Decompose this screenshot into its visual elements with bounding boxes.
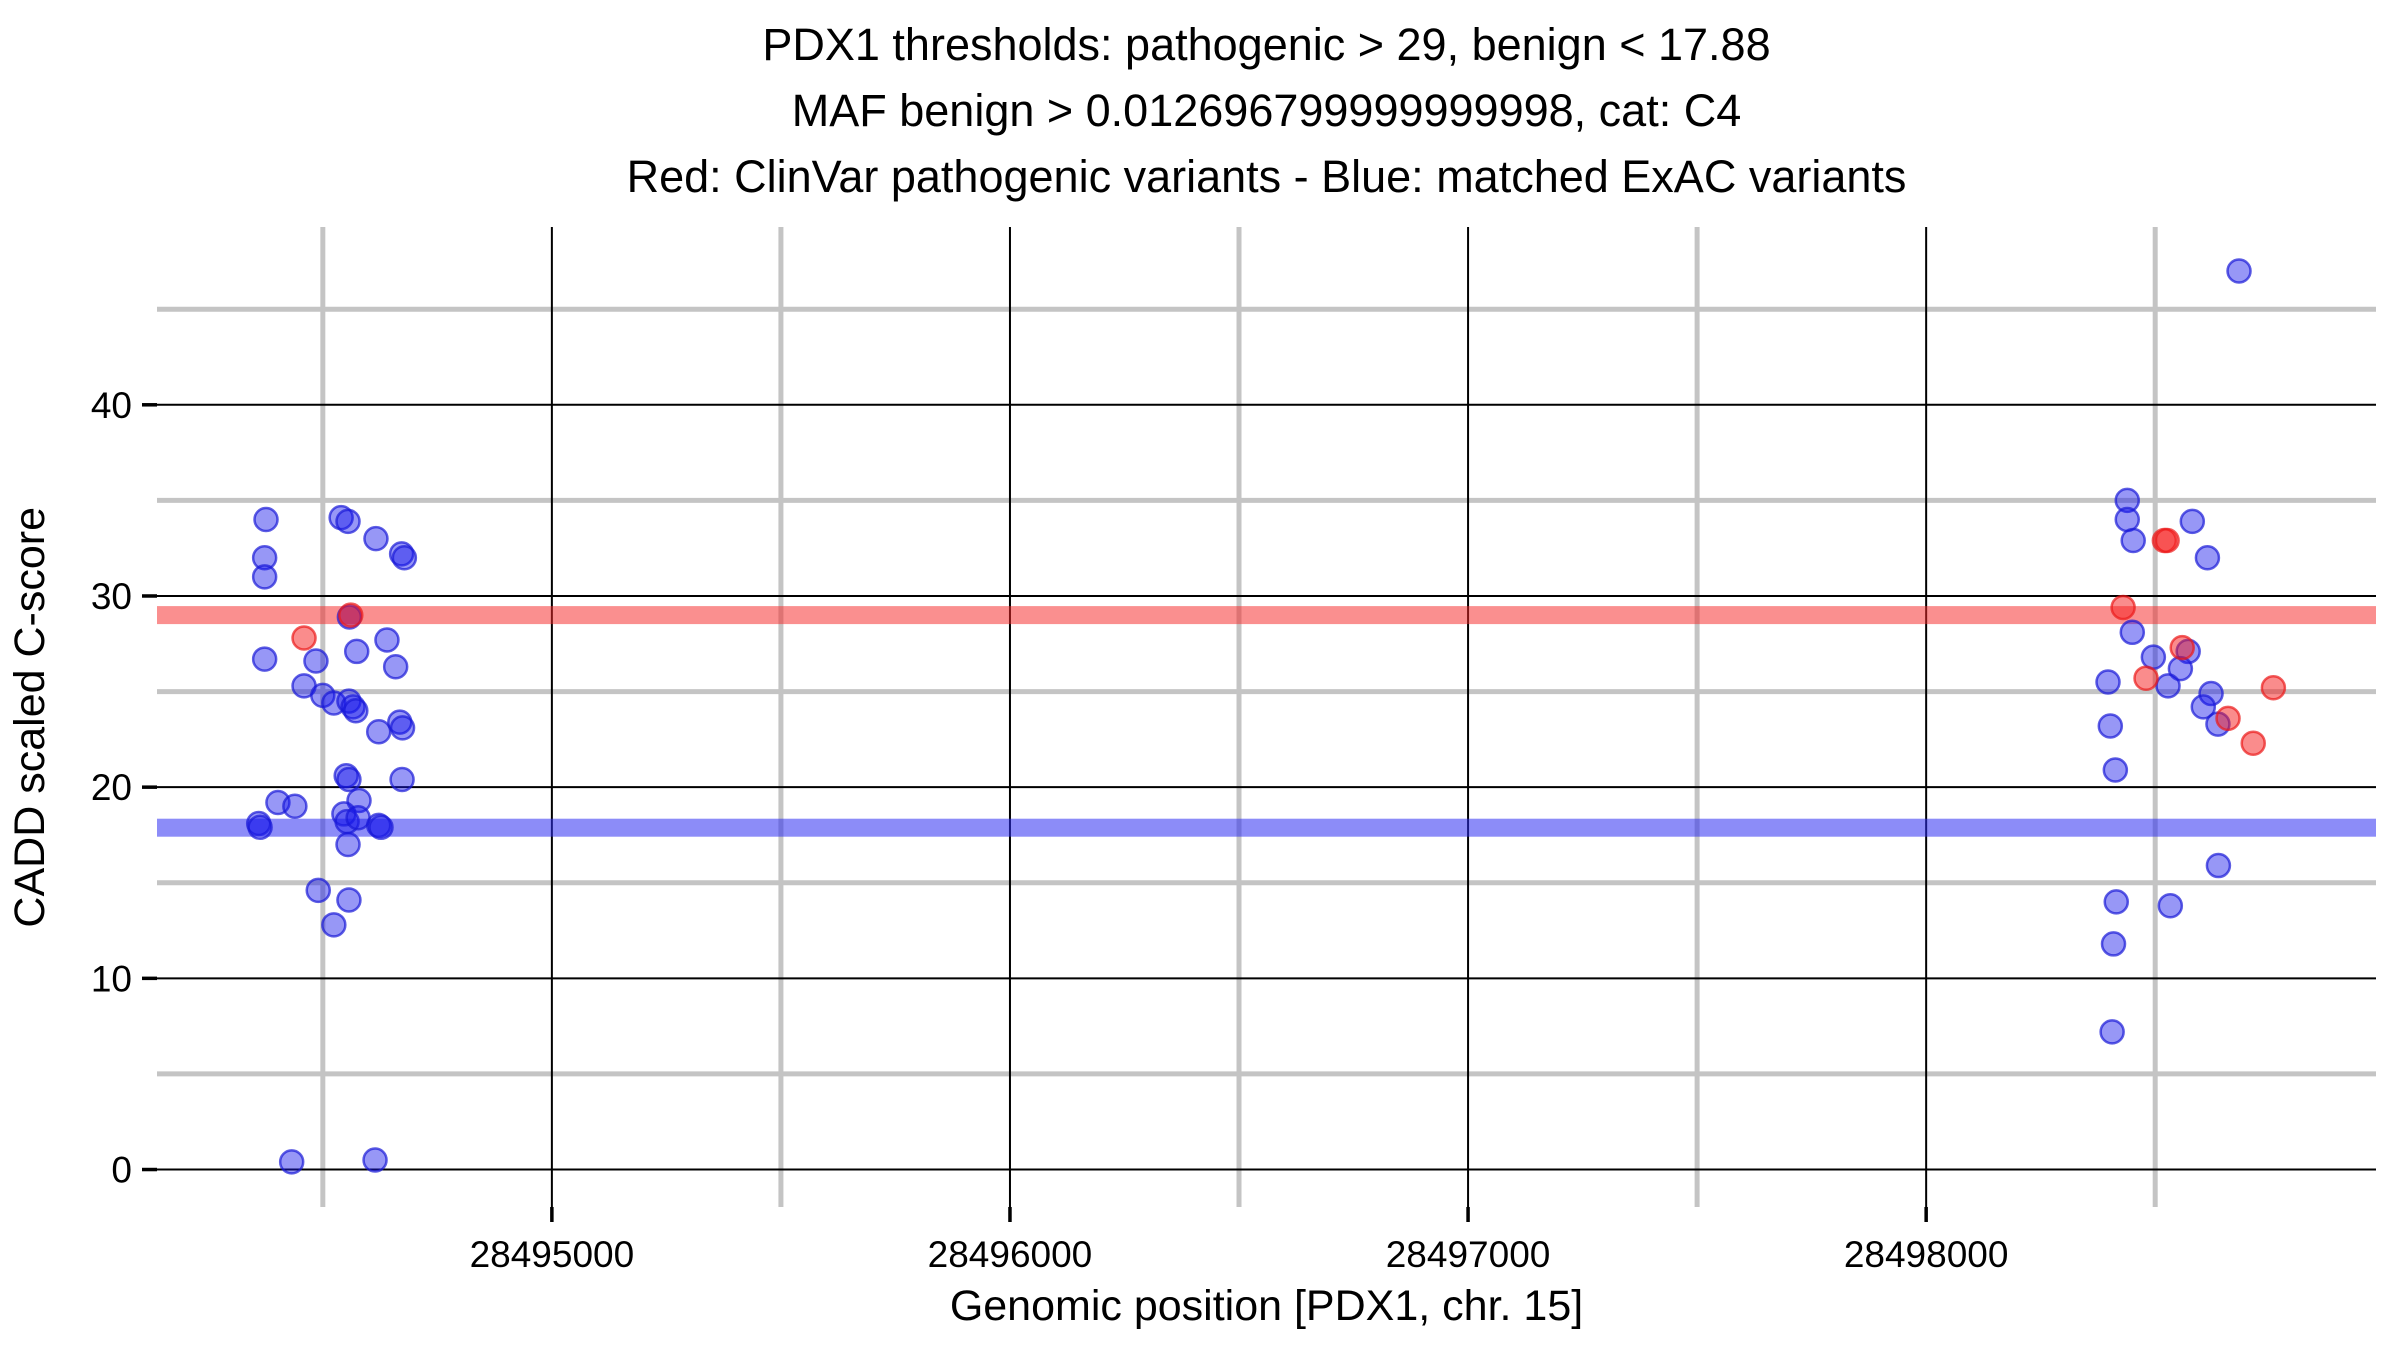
data-point	[291, 625, 317, 651]
data-point	[2240, 730, 2266, 756]
title-line-1: PDX1 thresholds: pathogenic > 29, benign…	[762, 19, 1771, 70]
data-point	[374, 627, 400, 653]
data-point	[2154, 527, 2180, 554]
data-point	[303, 648, 329, 674]
threshold-band-pathogenic	[157, 606, 2376, 625]
data-point	[333, 762, 359, 789]
data-point	[365, 718, 392, 745]
data-point	[2133, 665, 2159, 691]
data-point	[251, 544, 278, 571]
data-point	[388, 541, 415, 567]
data-point	[382, 653, 409, 680]
data-point	[2215, 705, 2241, 732]
data-point	[2140, 644, 2167, 670]
x-tick-label: 28495000	[470, 1234, 635, 1275]
data-point	[282, 793, 308, 820]
data-point	[2102, 757, 2129, 783]
data-point	[336, 887, 362, 913]
data-point	[362, 1147, 388, 1173]
data-point	[247, 814, 273, 841]
data-point	[336, 766, 362, 793]
x-axis-title: Genomic position [PDX1, chr. 15]	[949, 1282, 1584, 1330]
data-point	[2198, 680, 2224, 707]
title-line-3: Red: ClinVar pathogenic variants - Blue:…	[626, 151, 1907, 202]
chart-title: PDX1 thresholds: pathogenic > 29, benign…	[157, 12, 2376, 210]
data-point	[335, 508, 361, 535]
x-tick-label: 28498000	[1844, 1234, 2009, 1275]
data-point	[2103, 889, 2130, 915]
data-point	[343, 697, 369, 724]
data-point	[2110, 594, 2136, 621]
x-tick-label: 28496000	[928, 1234, 1093, 1275]
data-point	[338, 602, 364, 628]
data-point	[2120, 527, 2146, 554]
data-point	[278, 1149, 305, 1175]
data-point	[2097, 713, 2124, 739]
data-point	[2119, 619, 2146, 646]
y-tick-label: 20	[91, 767, 132, 808]
data-point	[2205, 852, 2232, 879]
data-point	[340, 694, 366, 720]
data-point	[2190, 694, 2217, 720]
y-tick-label: 0	[111, 1150, 132, 1191]
y-tick-label: 10	[91, 958, 132, 999]
data-point	[305, 877, 331, 904]
data-point	[363, 525, 389, 552]
data-point	[391, 544, 418, 571]
data-point	[2114, 487, 2141, 514]
data-point	[251, 564, 278, 590]
data-point	[2179, 508, 2206, 535]
data-point	[2155, 673, 2181, 699]
data-point	[321, 912, 347, 938]
data-point	[251, 646, 278, 672]
y-tick-label: 30	[91, 576, 132, 617]
data-point	[2169, 634, 2195, 661]
threshold-band-benign	[157, 818, 2376, 837]
data-point	[368, 814, 394, 841]
data-point	[2100, 931, 2127, 957]
data-point	[2260, 674, 2287, 701]
title-line-2: MAF benign > 0.012696799999999998, cat: …	[791, 85, 1742, 136]
data-point	[389, 766, 415, 793]
data-point	[2095, 669, 2121, 695]
data-point	[2194, 544, 2221, 571]
data-point	[2114, 506, 2141, 533]
data-point	[335, 831, 361, 858]
data-point	[2099, 1019, 2125, 1045]
y-tick-label: 40	[91, 385, 132, 426]
data-point	[389, 715, 416, 741]
data-point	[343, 638, 370, 665]
data-point	[253, 506, 279, 533]
data-point	[2157, 892, 2184, 919]
x-tick-label: 28497000	[1386, 1234, 1551, 1275]
data-point	[2226, 258, 2252, 284]
